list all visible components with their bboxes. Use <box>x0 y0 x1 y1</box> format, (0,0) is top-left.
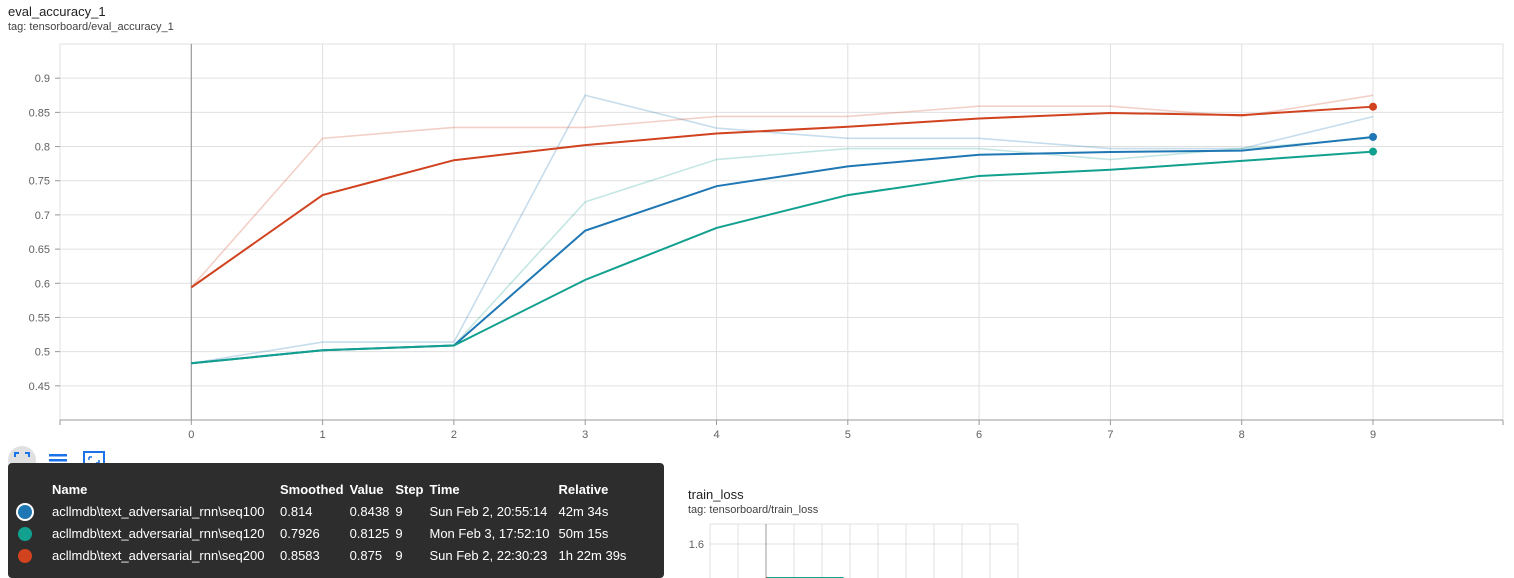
y-tick-label: 0.45 <box>29 381 50 393</box>
tooltip-row: acllmdb\text_adversarial_rnn\seq100 0.81… <box>18 501 632 523</box>
x-tick-label: 3 <box>582 429 588 438</box>
x-tick-label: 9 <box>1370 429 1376 438</box>
raw-series-line <box>191 137 1374 365</box>
x-tick-label: 5 <box>845 429 851 438</box>
raw-series-line <box>191 94 1374 365</box>
train-loss-chart[interactable]: 1.6 <box>686 520 1026 578</box>
x-tick-label: 7 <box>1107 429 1113 438</box>
x-tick-label: 0 <box>188 429 194 438</box>
raw-series-line <box>190 94 1374 288</box>
y-tick-label: 1.6 <box>689 539 704 551</box>
tooltip-time: Mon Feb 3, 17:52:10 <box>429 526 550 541</box>
y-tick-label: 0.55 <box>29 312 50 324</box>
series-color-swatch <box>18 505 32 520</box>
tooltip-swatch-cell <box>18 545 52 567</box>
y-tick-label: 0.9 <box>35 73 50 85</box>
y-tick-label: 0.5 <box>35 347 50 359</box>
tooltip-header-time: Time <box>429 482 460 497</box>
x-tick-label: 8 <box>1239 429 1245 438</box>
smoothed-series-line <box>191 135 1374 365</box>
tooltip-run-name: acllmdb\text_adversarial_rnn\seq200 <box>52 548 265 563</box>
tooltip-header-step: Step <box>395 482 424 497</box>
y-tick-label: 0.65 <box>29 244 50 256</box>
chart-title: eval_accuracy_1 <box>8 4 106 19</box>
series-point <box>1369 147 1378 156</box>
tooltip-row: acllmdb\text_adversarial_rnn\seq120 0.79… <box>18 523 632 545</box>
tooltip-header-value: Value <box>349 482 384 497</box>
tooltip-swatch-cell <box>18 523 52 545</box>
eval-accuracy-chart[interactable]: 0 1 2 3 4 5 6 7 8 9 0.45 0.5 0.55 0.6 0.65 0.7 0.75 0.8 0.… <box>0 38 1514 438</box>
x-tick-label: 1 <box>320 429 326 438</box>
tooltip-smoothed: 0.814 <box>280 504 313 519</box>
series-color-swatch <box>18 549 32 564</box>
y-tick-label: 0.8 <box>35 142 50 154</box>
series-point <box>1369 102 1378 111</box>
y-tick-label: 0.75 <box>29 176 50 188</box>
tooltip-step: 9 <box>395 504 403 519</box>
smoothed-series-line <box>191 150 1374 365</box>
x-tick-label: 6 <box>976 429 982 438</box>
series-color-swatch <box>18 527 32 542</box>
data-tooltip: Name Smoothed Value Step Time Relative a… <box>8 463 664 578</box>
tooltip-header-name: Name <box>52 482 88 497</box>
tooltip-header-row: Name Smoothed Value Step Time Relative <box>18 480 632 501</box>
tooltip-smoothed: 0.8583 <box>280 548 320 563</box>
tooltip-step: 9 <box>395 526 403 541</box>
tooltip-header-smoothed: Smoothed <box>280 482 344 497</box>
x-tick-label: 2 <box>451 429 457 438</box>
tooltip-swatch-cell <box>18 501 52 523</box>
tooltip-value: 0.8438 <box>349 504 390 519</box>
tooltip-relative: 50m 15s <box>558 526 609 541</box>
tooltip-relative: 42m 34s <box>558 504 609 519</box>
train-loss-tag: tag: tensorboard/train_loss <box>688 504 819 516</box>
y-tick-label: 0.85 <box>29 107 50 119</box>
tooltip-time: Sun Feb 2, 22:30:23 <box>429 548 548 563</box>
tooltip-value: 0.8125 <box>349 526 390 541</box>
tooltip-value: 0.875 <box>349 548 383 563</box>
plot-frame <box>59 43 1504 421</box>
fit-domain-icon <box>14 452 30 468</box>
tooltip-smoothed: 0.7926 <box>280 526 320 541</box>
tooltip-run-name: acllmdb\text_adversarial_rnn\seq120 <box>52 526 265 541</box>
tooltip-time: Sun Feb 2, 20:55:14 <box>429 504 548 519</box>
train-loss-title: train_loss <box>688 487 744 502</box>
tooltip-run-name: acllmdb\text_adversarial_rnn\seq100 <box>52 504 265 519</box>
y-tick-label: 0.6 <box>35 278 50 290</box>
chart-tag: tag: tensorboard/eval_accuracy_1 <box>8 21 174 33</box>
tooltip-relative: 1h 22m 39s <box>558 548 627 563</box>
x-tick-label: 4 <box>713 429 719 438</box>
tooltip-row: acllmdb\text_adversarial_rnn\seq200 0.85… <box>18 545 632 567</box>
tooltip-step: 9 <box>395 548 403 563</box>
tooltip-swatch-header <box>18 480 52 501</box>
y-tick-label: 0.7 <box>35 210 50 222</box>
series-point <box>1369 132 1378 141</box>
tooltip-header-relative: Relative <box>558 482 609 497</box>
tooltip-table: Name Smoothed Value Step Time Relative a… <box>18 480 632 567</box>
smoothed-series-line <box>190 105 1374 289</box>
